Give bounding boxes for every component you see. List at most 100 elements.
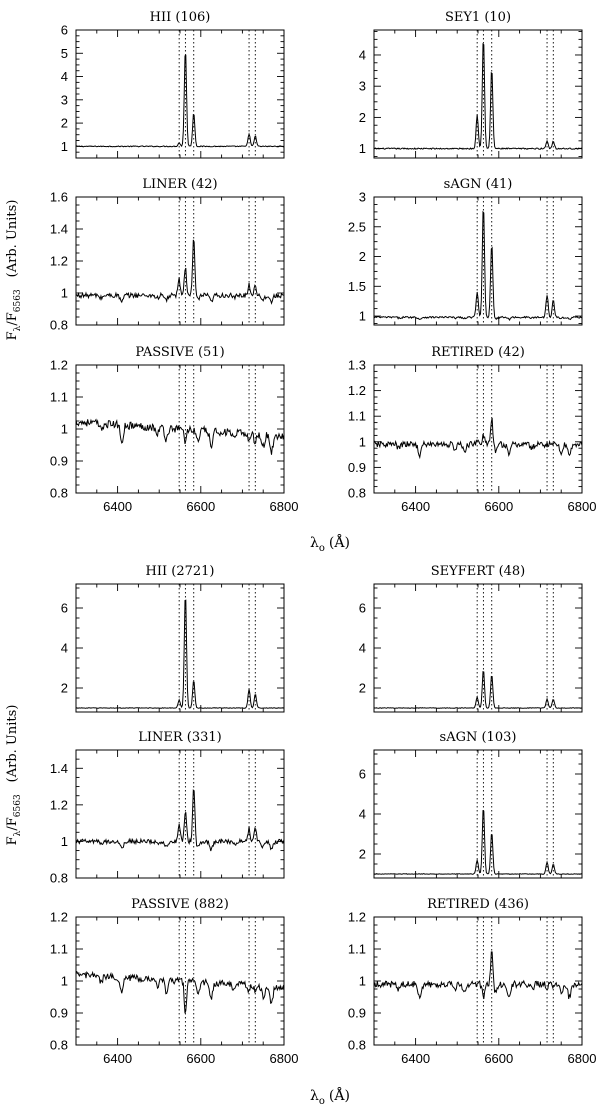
y-tick-label: 1 [61,974,68,989]
y-tick-label: 1 [359,434,366,449]
y-tick-label: 1 [359,974,366,989]
y-tick-label: 2 [359,249,366,264]
spectrum-series [76,239,284,305]
y-tick-label: 2.5 [348,219,366,234]
panel-title: RETIRED (436) [427,897,529,912]
panel-title: RETIRED (42) [431,345,525,360]
y-tick-label: 0.8 [50,318,68,333]
spectrum-series [76,418,284,455]
x-tick-label: 6400 [103,1051,132,1066]
y-tick-label: 0.8 [50,871,68,886]
y-axis-units: (Arb. Units) [5,200,20,278]
spectrum-series [374,810,582,875]
y-tick-label: 6 [61,601,68,616]
x-tick-label: 6400 [103,499,132,514]
x-axis-title-top: λo (Å) [310,533,350,554]
y-tick-label: 6 [359,767,366,782]
panel-frame [373,749,583,879]
y-tick-label: 1 [61,834,68,849]
y-tick-label: 1.2 [348,383,366,398]
panel-frame [75,749,285,879]
y-tick-label: 1 [61,422,68,437]
panel-title: PASSIVE (882) [131,897,229,912]
panel-title: HII (2721) [146,564,215,579]
spectrum-series [374,43,582,151]
y-tick-label: 2 [359,847,366,862]
spectrum-series [76,54,284,148]
x-tick-label: 6400 [401,499,430,514]
panel-frame [75,583,285,713]
y-axis-sep: /F [5,312,20,325]
x-tick-label: 6600 [484,1051,513,1066]
y-axis-sep: /F [5,817,20,830]
spectrum-series [374,670,582,709]
y-tick-label: 1.1 [50,942,68,957]
panel: LINER (42) 0.8 1 1.2 1.4 1.6 [50,177,285,333]
panel: sAGN (103) 2 4 6 [359,730,583,879]
y-tick-label: 6 [61,23,68,38]
panel-frame [75,364,285,494]
y-tick-label: 4 [359,47,366,62]
x-tick-label: 6400 [401,1051,430,1066]
y-tick-label: 1.1 [348,942,366,957]
y-axis-symbol: F [5,836,20,845]
x-tick-label: 6600 [484,499,513,514]
y-axis-sub2: 6563 [13,289,23,312]
panel-frame [373,583,583,713]
y-tick-label: 4 [61,69,68,84]
y-tick-label: 0.8 [50,486,68,501]
panel-frame [75,916,285,1046]
panel-frame [75,29,285,159]
y-tick-label: 1.4 [50,761,68,776]
panels-group: HII (106) 1 2 3 4 5 6 SEY1 (10) 1 2 3 4 LINER (42) 0.… [50,10,597,1066]
y-tick-label: 1 [61,139,68,154]
y-tick-label: 1.5 [348,279,366,294]
y-tick-label: 1.4 [50,222,68,237]
y-tick-label: 2 [61,681,68,696]
x-axis-sub: o [319,1096,325,1107]
x-axis-symbol: λ [310,535,319,551]
y-tick-label: 0.9 [348,460,366,475]
panel: SEYFERT (48) 2 4 6 [359,564,583,713]
panel-title: HII (106) [150,10,211,25]
panel-title: LINER (42) [142,177,217,192]
panel-title: SEYFERT (48) [431,564,526,579]
y-tick-label: 4 [61,641,68,656]
x-axis-sub: o [319,543,325,554]
y-tick-label: 1.2 [50,254,68,269]
y-tick-label: 0.9 [348,1006,366,1021]
spectrum-series [76,970,284,1014]
panel: RETIRED (436) 6400 6600 6800 0.8 0.9 1 1.1 1.2 [348,897,597,1066]
panel: RETIRED (42) 6400 6600 6800 0.8 0.9 1 1.1 1.2 1.3 [348,345,597,514]
y-tick-label: 1 [61,286,68,301]
panel: HII (2721) 2 4 6 [61,564,285,713]
y-axis-units: (Arb. Units) [5,705,20,783]
y-axis-sub1: λ [13,325,23,331]
y-axis-sub1: λ [13,830,23,836]
y-tick-label: 0.8 [50,1038,68,1053]
panel: PASSIVE (51) 6400 6600 6800 0.8 0.9 1 1.1 1.2 [50,345,299,514]
y-tick-label: 1 [359,141,366,156]
y-tick-label: 3 [61,92,68,107]
y-tick-label: 1.2 [348,910,366,925]
y-tick-label: 0.8 [348,486,366,501]
y-tick-label: 1.2 [50,910,68,925]
y-tick-label: 0.8 [348,1038,366,1053]
x-axis-title-bottom: λo (Å) [310,1086,350,1107]
y-tick-label: 5 [61,46,68,61]
panel: PASSIVE (882) 6400 6600 6800 0.8 0.9 1 1.1 1.2 [50,897,299,1066]
y-tick-label: 4 [359,807,366,822]
panel: SEY1 (10) 1 2 3 4 [359,10,583,159]
y-tick-label: 1.1 [50,390,68,405]
y-tick-label: 1.6 [50,190,68,205]
panel-title: PASSIVE (51) [135,345,224,360]
y-tick-label: 2 [359,110,366,125]
spectrum-series [374,210,582,321]
x-axis-unit: (Å) [329,533,350,551]
x-tick-label: 6800 [568,1051,597,1066]
spectrum-series [374,951,582,1000]
y-tick-label: 3 [359,79,366,94]
panel-title: SEY1 (10) [445,10,511,25]
y-tick-label: 1.2 [50,797,68,812]
